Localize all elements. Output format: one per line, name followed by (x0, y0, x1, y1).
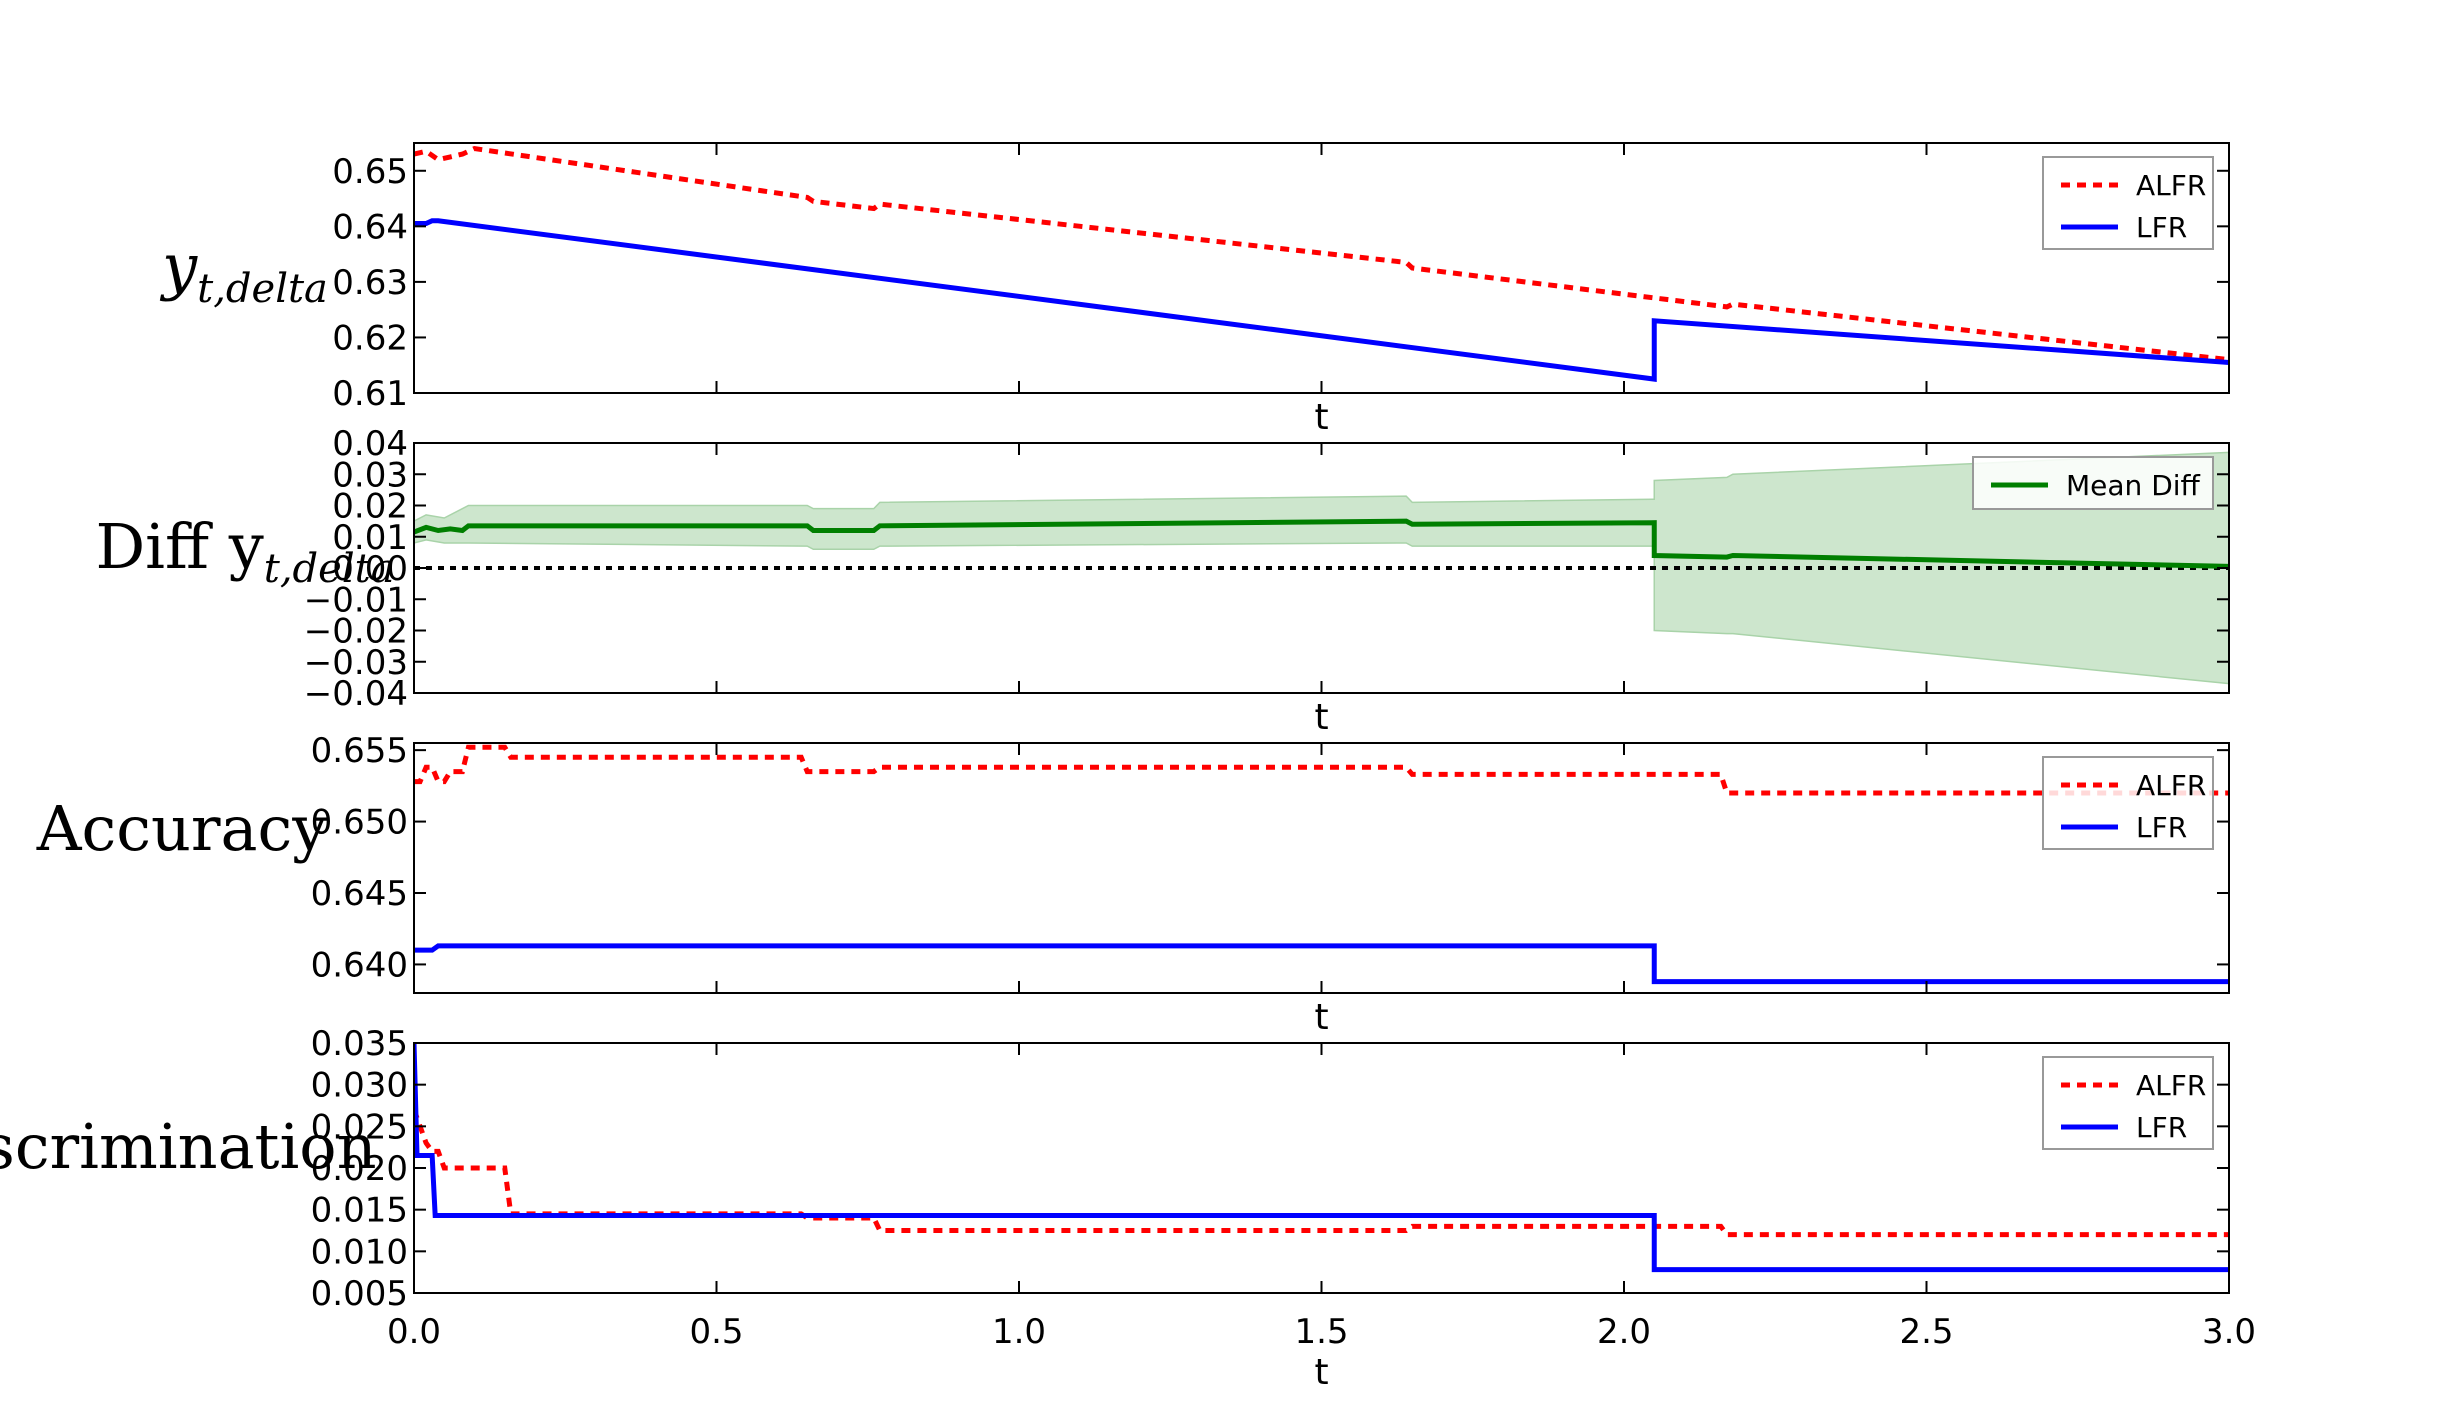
ytick-label: −0.02 (304, 612, 408, 652)
ytick-label: 0.030 (311, 1066, 408, 1106)
panel-3: 0.640 0.645 0.650 0.655 t Accuracy ALFR LFR (36, 731, 2230, 1038)
legend-box (2042, 156, 2214, 250)
legend-label: Mean Diff (2066, 469, 2201, 502)
y-axis-label-main: Discrimination (0, 1110, 377, 1183)
ytick-label: 0.015 (311, 1191, 408, 1231)
ytick-label: 0.63 (332, 263, 408, 303)
ytick-label: 0.035 (311, 1024, 408, 1064)
x-axis-label: t (1314, 397, 1328, 438)
xtick-label: 1.5 (1294, 1312, 1348, 1352)
xtick-label: 0.0 (387, 1312, 441, 1352)
legend: ALFR LFR (2042, 1056, 2214, 1150)
ytick-label: 0.00 (332, 549, 408, 589)
ytick-label: 0.03 (332, 455, 408, 495)
ytick-label: 0.010 (311, 1232, 408, 1272)
legend: ALFR LFR (2042, 756, 2214, 850)
ytick-label: 0.65 (332, 152, 408, 192)
xtick-label: 2.0 (1597, 1312, 1651, 1352)
y-axis-label: Discrimination (0, 1110, 377, 1183)
x-axis-label: t (1314, 997, 1328, 1038)
y-axis-label-subscript: t,delta (264, 546, 395, 592)
xtick-label: 2.5 (1899, 1312, 1953, 1352)
panel-2: −0.04−0.03−0.02−0.010.000.010.020.030.04… (95, 424, 2230, 738)
legend-label: ALFR (2136, 169, 2206, 202)
y-axis-label-main: y (159, 230, 198, 303)
ytick-label: 0.655 (311, 731, 408, 771)
xtick-label: 3.0 (2202, 1312, 2256, 1352)
legend: Mean Diff (1972, 456, 2214, 510)
ytick-label: 0.62 (332, 318, 408, 358)
y-axis-label-main: Accuracy (36, 792, 328, 865)
panel-1: 0.61 0.62 0.63 0.64 0.65 t yt,delta ALFR LFR (159, 142, 2230, 438)
ytick-label: 0.640 (311, 945, 408, 985)
xtick-label: 1.0 (992, 1312, 1046, 1352)
ytick-label: 0.02 (332, 487, 408, 527)
ytick-label: −0.04 (304, 674, 408, 714)
legend-box (2042, 1056, 2214, 1150)
legend-label: LFR (2136, 1111, 2187, 1144)
y-axis-label: Diff yt,delta (95, 510, 394, 592)
series-line-alfr (414, 744, 2229, 796)
ytick-label: 0.025 (311, 1107, 408, 1147)
series-line-lfr (414, 1043, 2229, 1273)
y-axis-label-subscript: t,delta (197, 266, 328, 312)
x-axis-label: t (1314, 1352, 1328, 1393)
ytick-label: −0.01 (304, 580, 408, 620)
series-line-mean-diff (414, 518, 2229, 569)
ytick-label: 0.645 (311, 874, 408, 914)
y-axis-label: Accuracy (36, 792, 328, 865)
ytick-label: 0.020 (311, 1149, 408, 1189)
y-axis-label: yt,delta (159, 230, 328, 312)
ytick-label: 0.01 (332, 518, 408, 558)
legend-box (2042, 756, 2214, 850)
ytick-label: −0.03 (304, 643, 408, 683)
confidence-band (414, 451, 2229, 685)
legend-label: ALFR (2136, 1069, 2206, 1102)
legend-label: LFR (2136, 811, 2187, 844)
series-line-lfr (414, 943, 2229, 985)
legend-label: LFR (2136, 211, 2187, 244)
ytick-label: 0.64 (332, 207, 408, 247)
xtick-label: 0.5 (689, 1312, 743, 1352)
x-axis-label: t (1314, 697, 1328, 738)
y-axis-label-main: Diff y (95, 510, 263, 583)
series-line-alfr (414, 145, 2229, 363)
ytick-label: 0.005 (311, 1274, 408, 1314)
ytick-label: 0.650 (311, 803, 408, 843)
axes-frame (413, 742, 2230, 994)
axes-frame (413, 1042, 2230, 1294)
ytick-label: 0.61 (332, 374, 408, 414)
legend-label: ALFR (2136, 769, 2206, 802)
ytick-label: 0.04 (332, 424, 408, 464)
legend: ALFR LFR (2042, 156, 2214, 250)
series-line-lfr (414, 218, 2229, 382)
